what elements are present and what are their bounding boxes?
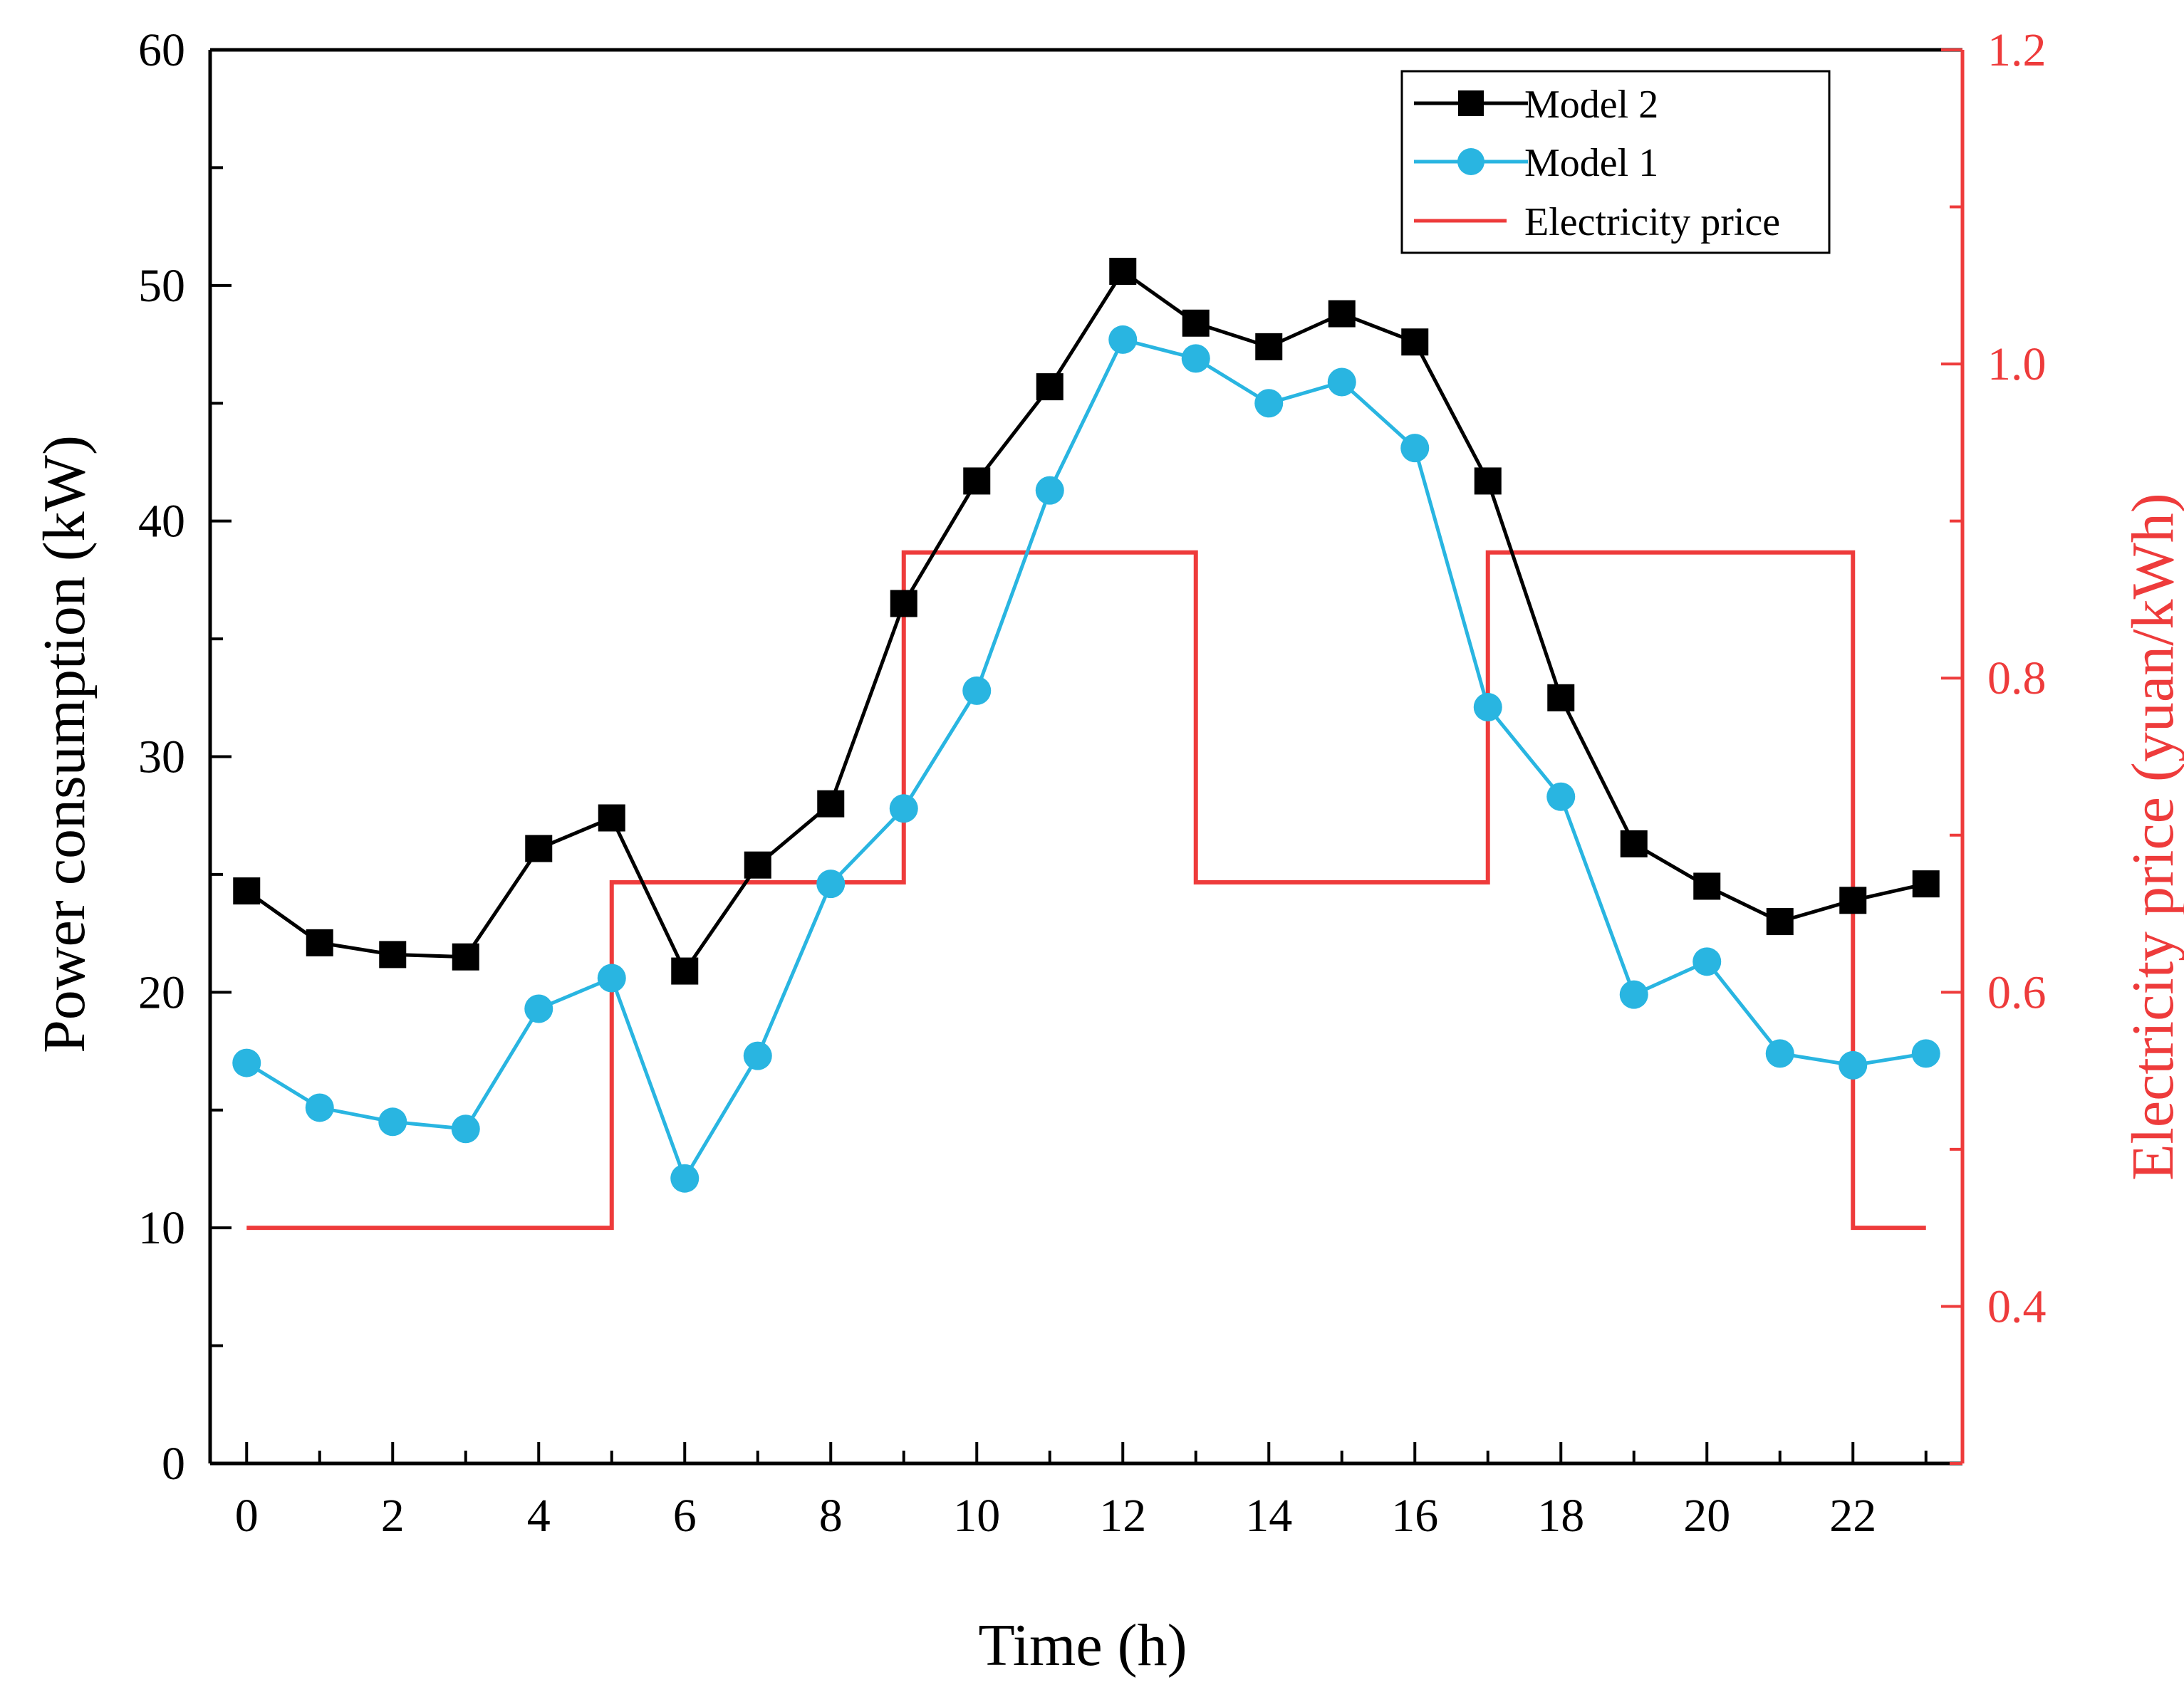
legend-model1-label: Model 1 [1524,141,1658,185]
model-1-point [524,994,553,1023]
y-axis-title: Power consumption (kW) [31,435,98,1053]
x-tick-label: 22 [1829,1490,1876,1542]
model-2-point [1620,830,1648,857]
y-tick-label: 10 [138,1202,185,1254]
model-1-point [1327,367,1356,397]
model-1-point [1035,476,1064,505]
model-2-point [1328,300,1356,328]
y2-tick-label: 0.8 [1987,652,2047,704]
model-2-point [963,467,991,495]
x-tick-label: 2 [381,1490,405,1542]
model-2-point [452,943,479,971]
x-tick-label: 14 [1245,1490,1292,1542]
model-1-point [962,676,992,705]
x-tick-label: 18 [1537,1490,1584,1542]
model-1-point [743,1041,772,1070]
x-tick-label: 6 [673,1490,697,1542]
model-1-point [889,794,918,823]
x-tick-label: 16 [1391,1490,1438,1542]
y-tick-label: 50 [138,260,185,312]
model-2-point [1036,373,1064,401]
model-2-point [671,957,699,985]
y-tick-label: 30 [138,731,185,783]
model-2-point [1255,333,1283,360]
model-2-point [1839,887,1867,914]
model-2-point [890,590,917,617]
x-tick-label: 4 [527,1490,551,1542]
legend-model1-marker [1457,148,1484,175]
model-2-point [306,929,333,956]
electricity-price-line [246,550,1926,1231]
model-2-point [379,941,407,969]
model-2-point [1547,684,1575,711]
model-1-point [378,1107,407,1137]
legend-model2-marker [1458,90,1484,116]
y2-tick-label: 1.0 [1987,338,2047,390]
model-2-point [1401,328,1429,356]
model-1-point [1254,389,1284,418]
x-tick-label: 12 [1099,1490,1146,1542]
model-2-point [1912,870,1940,898]
y2-tick-label: 1.2 [1987,24,2047,76]
model-1-point [1400,434,1430,463]
y2-tick-label: 0.6 [1987,966,2047,1018]
model-2-point [233,877,261,905]
x-tick-label: 10 [953,1490,1000,1542]
model-1-point [1181,344,1210,373]
model-1-point [816,870,846,899]
y-tick-label: 0 [162,1438,185,1490]
price-line-layer [246,550,1926,1231]
model-1-point [1765,1039,1794,1068]
model-2-point [817,790,845,818]
model-2-point [1474,467,1502,495]
model-2-point [598,804,625,832]
model-1-point [670,1164,700,1193]
model-1-point [1108,325,1138,354]
model-2-point [525,835,553,862]
model-2-point [1182,309,1210,337]
y2-tick-label: 0.4 [1987,1280,2047,1332]
model-1-point [451,1114,480,1144]
x-axis-title: Time (h) [978,1612,1187,1679]
model-1-point [232,1048,261,1077]
y2-axis-title: Electricity price (yuan/kWh) [2120,493,2184,1181]
model-1-point [1619,980,1648,1009]
model-2-point [744,851,771,879]
y-tick-label: 40 [138,496,185,548]
x-tick-label: 0 [235,1490,259,1542]
model-2-point [1693,872,1721,900]
model-1-point [1911,1039,1940,1068]
ticks-layer: 0 2 4 6 8 10 12 14 16 18 20 22 0 10 20 30 40 50 60 0.4 0.6 0.… [138,24,2047,1542]
y-tick-label: 60 [138,24,185,76]
model-1-point [1473,693,1502,722]
series-layer [232,257,1940,1193]
x-tick-label: 8 [819,1490,843,1542]
model-1-point [1839,1050,1868,1080]
y-tick-label: 20 [138,966,185,1018]
x-tick-label: 20 [1683,1490,1730,1542]
model-1-point [305,1093,334,1122]
legend-price-label: Electricity price [1524,200,1780,244]
model-1-point [1546,782,1576,811]
model-2-point [1109,257,1137,285]
legend: Model 2 Model 1 Electricity price [1400,70,1831,254]
model-1-point [1692,947,1722,976]
legend-model2-label: Model 2 [1524,83,1658,127]
model-1-point [597,964,626,993]
model-2-point [1766,908,1794,936]
